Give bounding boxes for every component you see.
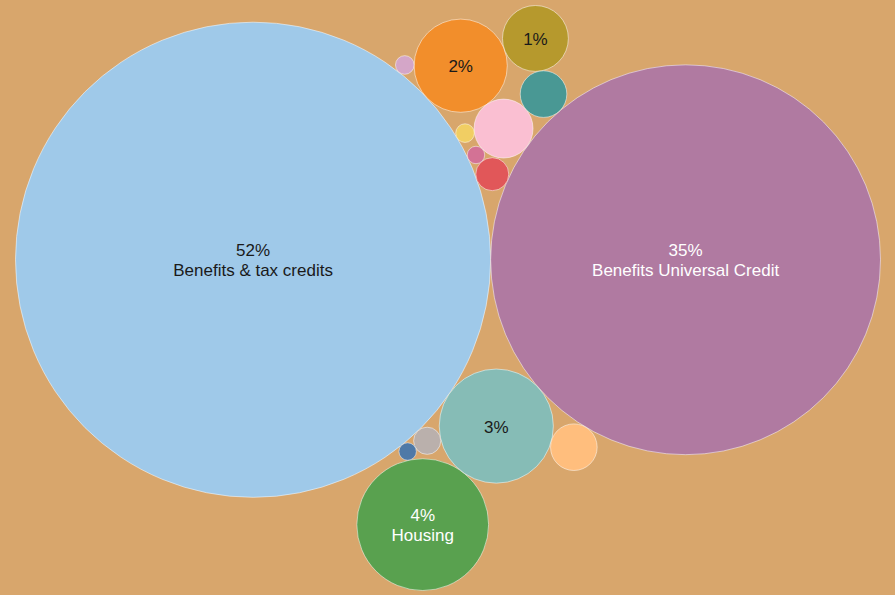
svg-text:52%Benefits & tax credits: 52%Benefits & tax credits — [173, 241, 333, 280]
svg-text:1%: 1% — [523, 30, 548, 49]
svg-text:4%Housing: 4%Housing — [392, 506, 454, 545]
svg-text:2%: 2% — [448, 57, 473, 76]
svg-text:3%: 3% — [484, 418, 509, 437]
svg-text:35%Benefits Universal Credit: 35%Benefits Universal Credit — [592, 241, 779, 280]
